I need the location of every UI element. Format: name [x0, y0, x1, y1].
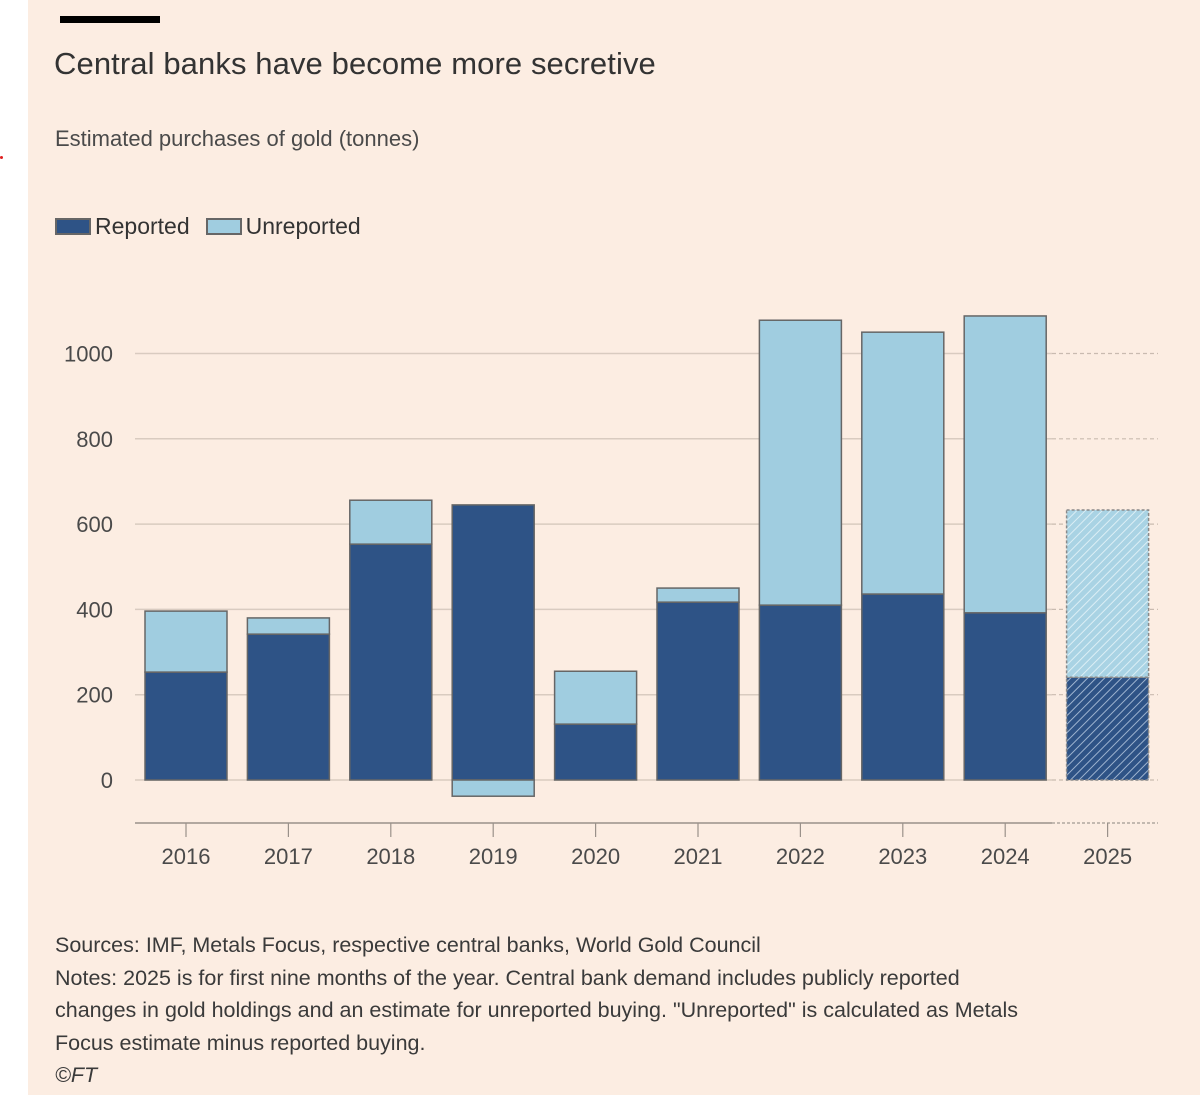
bar-group-2020: [553, 670, 638, 781]
bar-unreported-2017: [246, 617, 331, 635]
y-tick-label: 400: [76, 597, 113, 622]
sources-note: Sources: IMF, Metals Focus, respective c…: [55, 933, 761, 957]
x-tick-label: 2023: [878, 844, 927, 869]
bar-group-2021: [656, 587, 740, 781]
bar-unreported-2024: [963, 315, 1047, 614]
bar-unreported-2019: [451, 779, 535, 797]
x-tick-label: 2022: [776, 844, 825, 869]
chart-subtitle: Estimated purchases of gold (tonnes): [55, 126, 420, 151]
ft-header-bar: [60, 16, 160, 23]
legend-label-unreported: Unreported: [245, 213, 361, 239]
x-tick-label: 2016: [162, 844, 211, 869]
bar-reported-2017: [246, 633, 331, 781]
x-tick-label: 2024: [981, 844, 1030, 869]
bar-reported-2024: [963, 612, 1047, 781]
bar-group-2023: [861, 331, 945, 781]
bar-unreported-2025: [1065, 509, 1150, 678]
bar-reported-2020: [553, 723, 638, 781]
legend: Reported Unreported: [55, 213, 377, 240]
bar-reported-2021: [656, 601, 740, 781]
red-dot-marker: [0, 156, 3, 159]
bar-reported-2016: [144, 671, 228, 781]
chart-footer: Sources: IMF, Metals Focus, respective c…: [55, 929, 1195, 1092]
bar-group-2017: [246, 617, 331, 781]
notes-line-1: Notes: 2025 is for first nine months of …: [55, 965, 960, 990]
legend-item-unreported: Unreported: [205, 213, 361, 240]
x-tick-label: 2020: [571, 844, 620, 869]
legend-swatch-unreported: [205, 218, 242, 235]
bar-unreported-2016: [144, 610, 228, 673]
y-tick-label: 600: [76, 512, 113, 537]
bar-group-2025: [1065, 509, 1150, 781]
y-axis-ticks: 0 200 400 600 800 1000: [64, 342, 113, 794]
y-tick-label: 800: [76, 427, 113, 452]
bar-group-2016: [144, 610, 228, 781]
bar-group-2019: [451, 504, 535, 797]
bar-unreported-2022: [758, 319, 843, 606]
y-tick-label: 1000: [64, 342, 113, 367]
x-tick-label: 2025: [1083, 844, 1132, 869]
copyright: ©FT: [55, 1063, 98, 1087]
bar-unreported-2018: [349, 499, 433, 545]
bar-unreported-2021: [656, 587, 740, 603]
x-tick-label: 2017: [264, 844, 313, 869]
x-tick-label: 2019: [469, 844, 518, 869]
bar-group-2018: [349, 499, 433, 781]
x-tick-label: 2021: [674, 844, 723, 869]
x-axis: 2016 2017 2018 2019 2020 2021 2022 2023 2024 2025: [135, 822, 1158, 869]
legend-swatch-reported: [55, 218, 91, 235]
bar-unreported-2020: [553, 670, 638, 725]
bar-group-2024: [963, 315, 1047, 781]
x-tick-label: 2018: [366, 844, 415, 869]
notes-line-3: Focus estimate minus reported buying.: [55, 1030, 426, 1055]
bar-reported-2022: [758, 604, 843, 781]
y-tick-label: 200: [76, 683, 113, 708]
legend-label-reported: Reported: [95, 213, 190, 239]
y-tick-label: 0: [101, 768, 113, 793]
notes-line-2: changes in gold holdings and an estimate…: [55, 998, 1019, 1022]
bars: [144, 315, 1150, 797]
chart-title: Central banks have become more secretive: [54, 46, 656, 81]
bar-reported-2025: [1065, 676, 1150, 781]
legend-item-reported: Reported: [55, 213, 190, 240]
bar-unreported-2023: [861, 331, 945, 595]
bar-reported-2023: [861, 593, 945, 781]
bar-group-2022: [758, 319, 843, 781]
bar-reported-2019: [451, 504, 535, 781]
bar-reported-2018: [349, 543, 433, 781]
